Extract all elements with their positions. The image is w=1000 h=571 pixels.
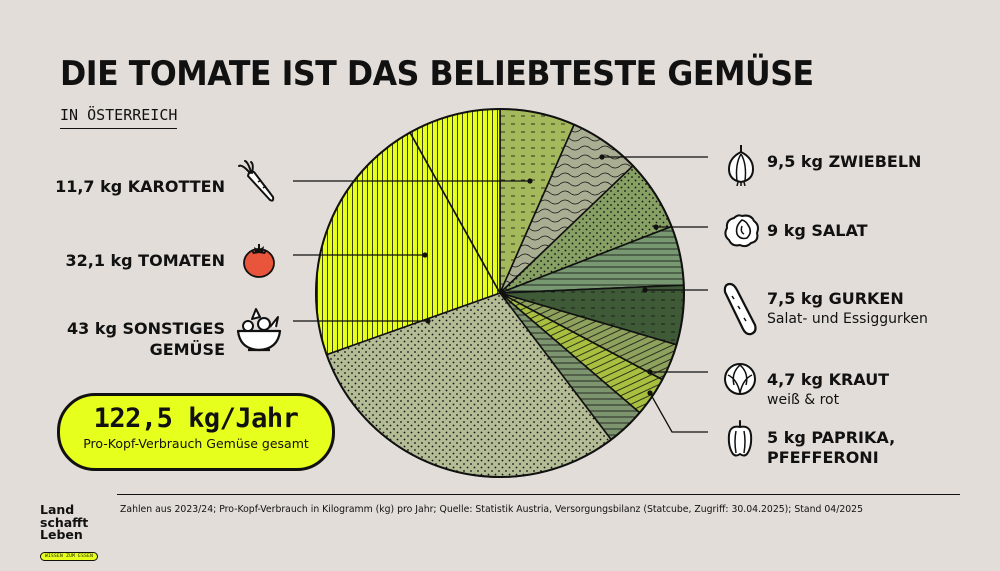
label-gurken-sub: Salat- und Essiggurken <box>767 311 928 327</box>
label-karotten: 11,7 kg KAROTTEN <box>55 177 225 196</box>
lettuce-icon <box>724 214 759 248</box>
leader-dot-zwiebeln <box>599 154 605 160</box>
label-gurken-main: 7,5 kg GURKEN <box>767 289 904 308</box>
total-consumption-box: 122,5 kg/Jahr Pro-Kopf-Verbrauch Gemüse … <box>57 393 335 471</box>
label-zwiebeln: 9,5 kg ZWIEBELN <box>767 152 921 172</box>
label-kraut: 4,7 kg KRAUT weiß & rot <box>767 370 889 410</box>
label-paprika: 5 kg PAPRIKA, PFEFFERONI <box>767 428 895 468</box>
label-sonstiges: 43 kg SONSTIGES GEMÜSE <box>67 318 225 360</box>
logo-line2: schafft <box>40 514 89 530</box>
page-subtitle: IN ÖSTERREICH <box>60 106 178 129</box>
footer-divider <box>117 494 960 495</box>
label-paprika-line2: PFEFFERONI <box>767 448 879 467</box>
label-salat-main: 9 kg SALAT <box>767 221 868 240</box>
page-title: DIE TOMATE IST DAS BELIEBTESTE GEMÜSE <box>60 54 814 94</box>
vegetable-bowl-icon <box>236 308 282 352</box>
total-caption: Pro-Kopf-Verbrauch Gemüse gesamt <box>83 436 309 451</box>
logo-tagline: WISSEN ZUM ESSEN <box>40 551 99 561</box>
footnote: Zahlen aus 2023/24; Pro-Kopf-Verbrauch i… <box>120 504 864 515</box>
label-sonstiges-line2: GEMÜSE <box>149 340 225 359</box>
label-zwiebeln-main: 9,5 kg ZWIEBELN <box>767 152 922 171</box>
label-sonstiges-line1: 43 kg SONSTIGES <box>67 319 225 338</box>
leader-dot-gurken <box>642 287 648 293</box>
leader-dot-kraut <box>647 369 653 375</box>
label-kraut-sub: weiß & rot <box>767 392 840 408</box>
label-tomaten: 32,1 kg TOMATEN <box>65 251 225 270</box>
leader-line-paprika <box>649 392 708 433</box>
leader-dot-tomaten <box>422 252 428 258</box>
total-value: 122,5 kg/Jahr <box>93 403 299 434</box>
logo: Land schafft Leben WISSEN ZUM ESSEN <box>40 502 110 561</box>
label-paprika-line1: 5 kg PAPRIKA, <box>767 428 896 447</box>
leader-dot-karotten <box>527 178 533 184</box>
leader-dot-paprika <box>647 390 653 396</box>
carrot-icon <box>238 160 275 202</box>
onion-icon <box>727 145 755 186</box>
pepper-icon <box>727 420 753 457</box>
leader-dot-sonstiges <box>425 318 431 324</box>
pie-outline <box>315 108 685 478</box>
cucumber-icon <box>723 282 757 336</box>
logo-line3: Leben <box>40 527 83 542</box>
label-salat: 9 kg SALAT <box>767 221 868 241</box>
label-kraut-main: 4,7 kg KRAUT <box>767 370 890 389</box>
label-gurken: 7,5 kg GURKEN Salat- und Essiggurken <box>767 289 928 329</box>
logo-line1: Land <box>40 502 75 517</box>
leader-dot-salat <box>653 224 659 230</box>
cabbage-icon <box>724 363 756 395</box>
tomato-icon <box>243 244 275 278</box>
